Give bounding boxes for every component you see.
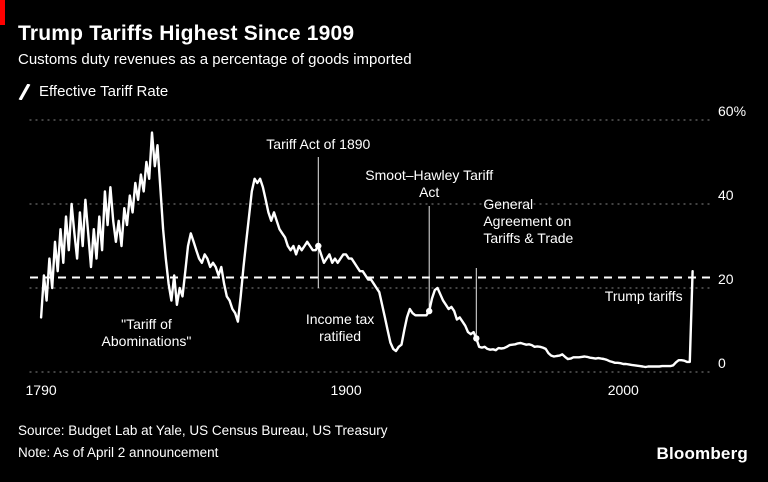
annotation-tariff-of-abominations: "Tariff of Abominations" bbox=[101, 316, 192, 349]
y-axis-tick-label: 60% bbox=[718, 103, 747, 119]
line-series-icon bbox=[18, 82, 31, 101]
legend: Effective Tariff Rate bbox=[18, 82, 169, 101]
annotation-tariff-act-1890: Tariff Act of 1890 bbox=[266, 136, 371, 152]
y-axis-tick-label: 0 bbox=[718, 355, 726, 371]
annotation-gatt: General Agreement on Tariffs & Trade bbox=[483, 196, 574, 246]
y-axis-tick-label: 40 bbox=[718, 187, 734, 203]
y-axis-tick-label: 20 bbox=[718, 271, 734, 287]
annotation-marker-dot bbox=[426, 307, 433, 315]
legend-label: Effective Tariff Rate bbox=[39, 83, 169, 100]
x-axis-tick-label: 2000 bbox=[607, 382, 639, 398]
x-axis-tick-label: 1790 bbox=[25, 382, 57, 398]
annotation-trump-tariffs: Trump tariffs bbox=[604, 288, 683, 304]
annotation-marker-dot bbox=[315, 242, 322, 250]
x-axis-tick-label: 1900 bbox=[330, 382, 362, 398]
annotation-income-tax-ratified: Income tax ratified bbox=[305, 311, 375, 344]
annotation-smoot-hawley: Smoot–Hawley Tariff Act bbox=[365, 167, 494, 200]
chart-subtitle: Customs duty revenues as a percentage of… bbox=[18, 51, 412, 68]
effective-tariff-rate-line bbox=[39, 131, 694, 369]
bloomberg-logo: Bloomberg bbox=[656, 444, 748, 463]
source-note: Source: Budget Lab at Yale, US Census Bu… bbox=[18, 423, 388, 438]
footnote: Note: As of April 2 announcement bbox=[18, 445, 219, 460]
chart-title: Trump Tariffs Highest Since 1909 bbox=[18, 22, 355, 45]
brand-accent-bar bbox=[0, 0, 5, 25]
annotation-marker-dot bbox=[473, 335, 480, 342]
